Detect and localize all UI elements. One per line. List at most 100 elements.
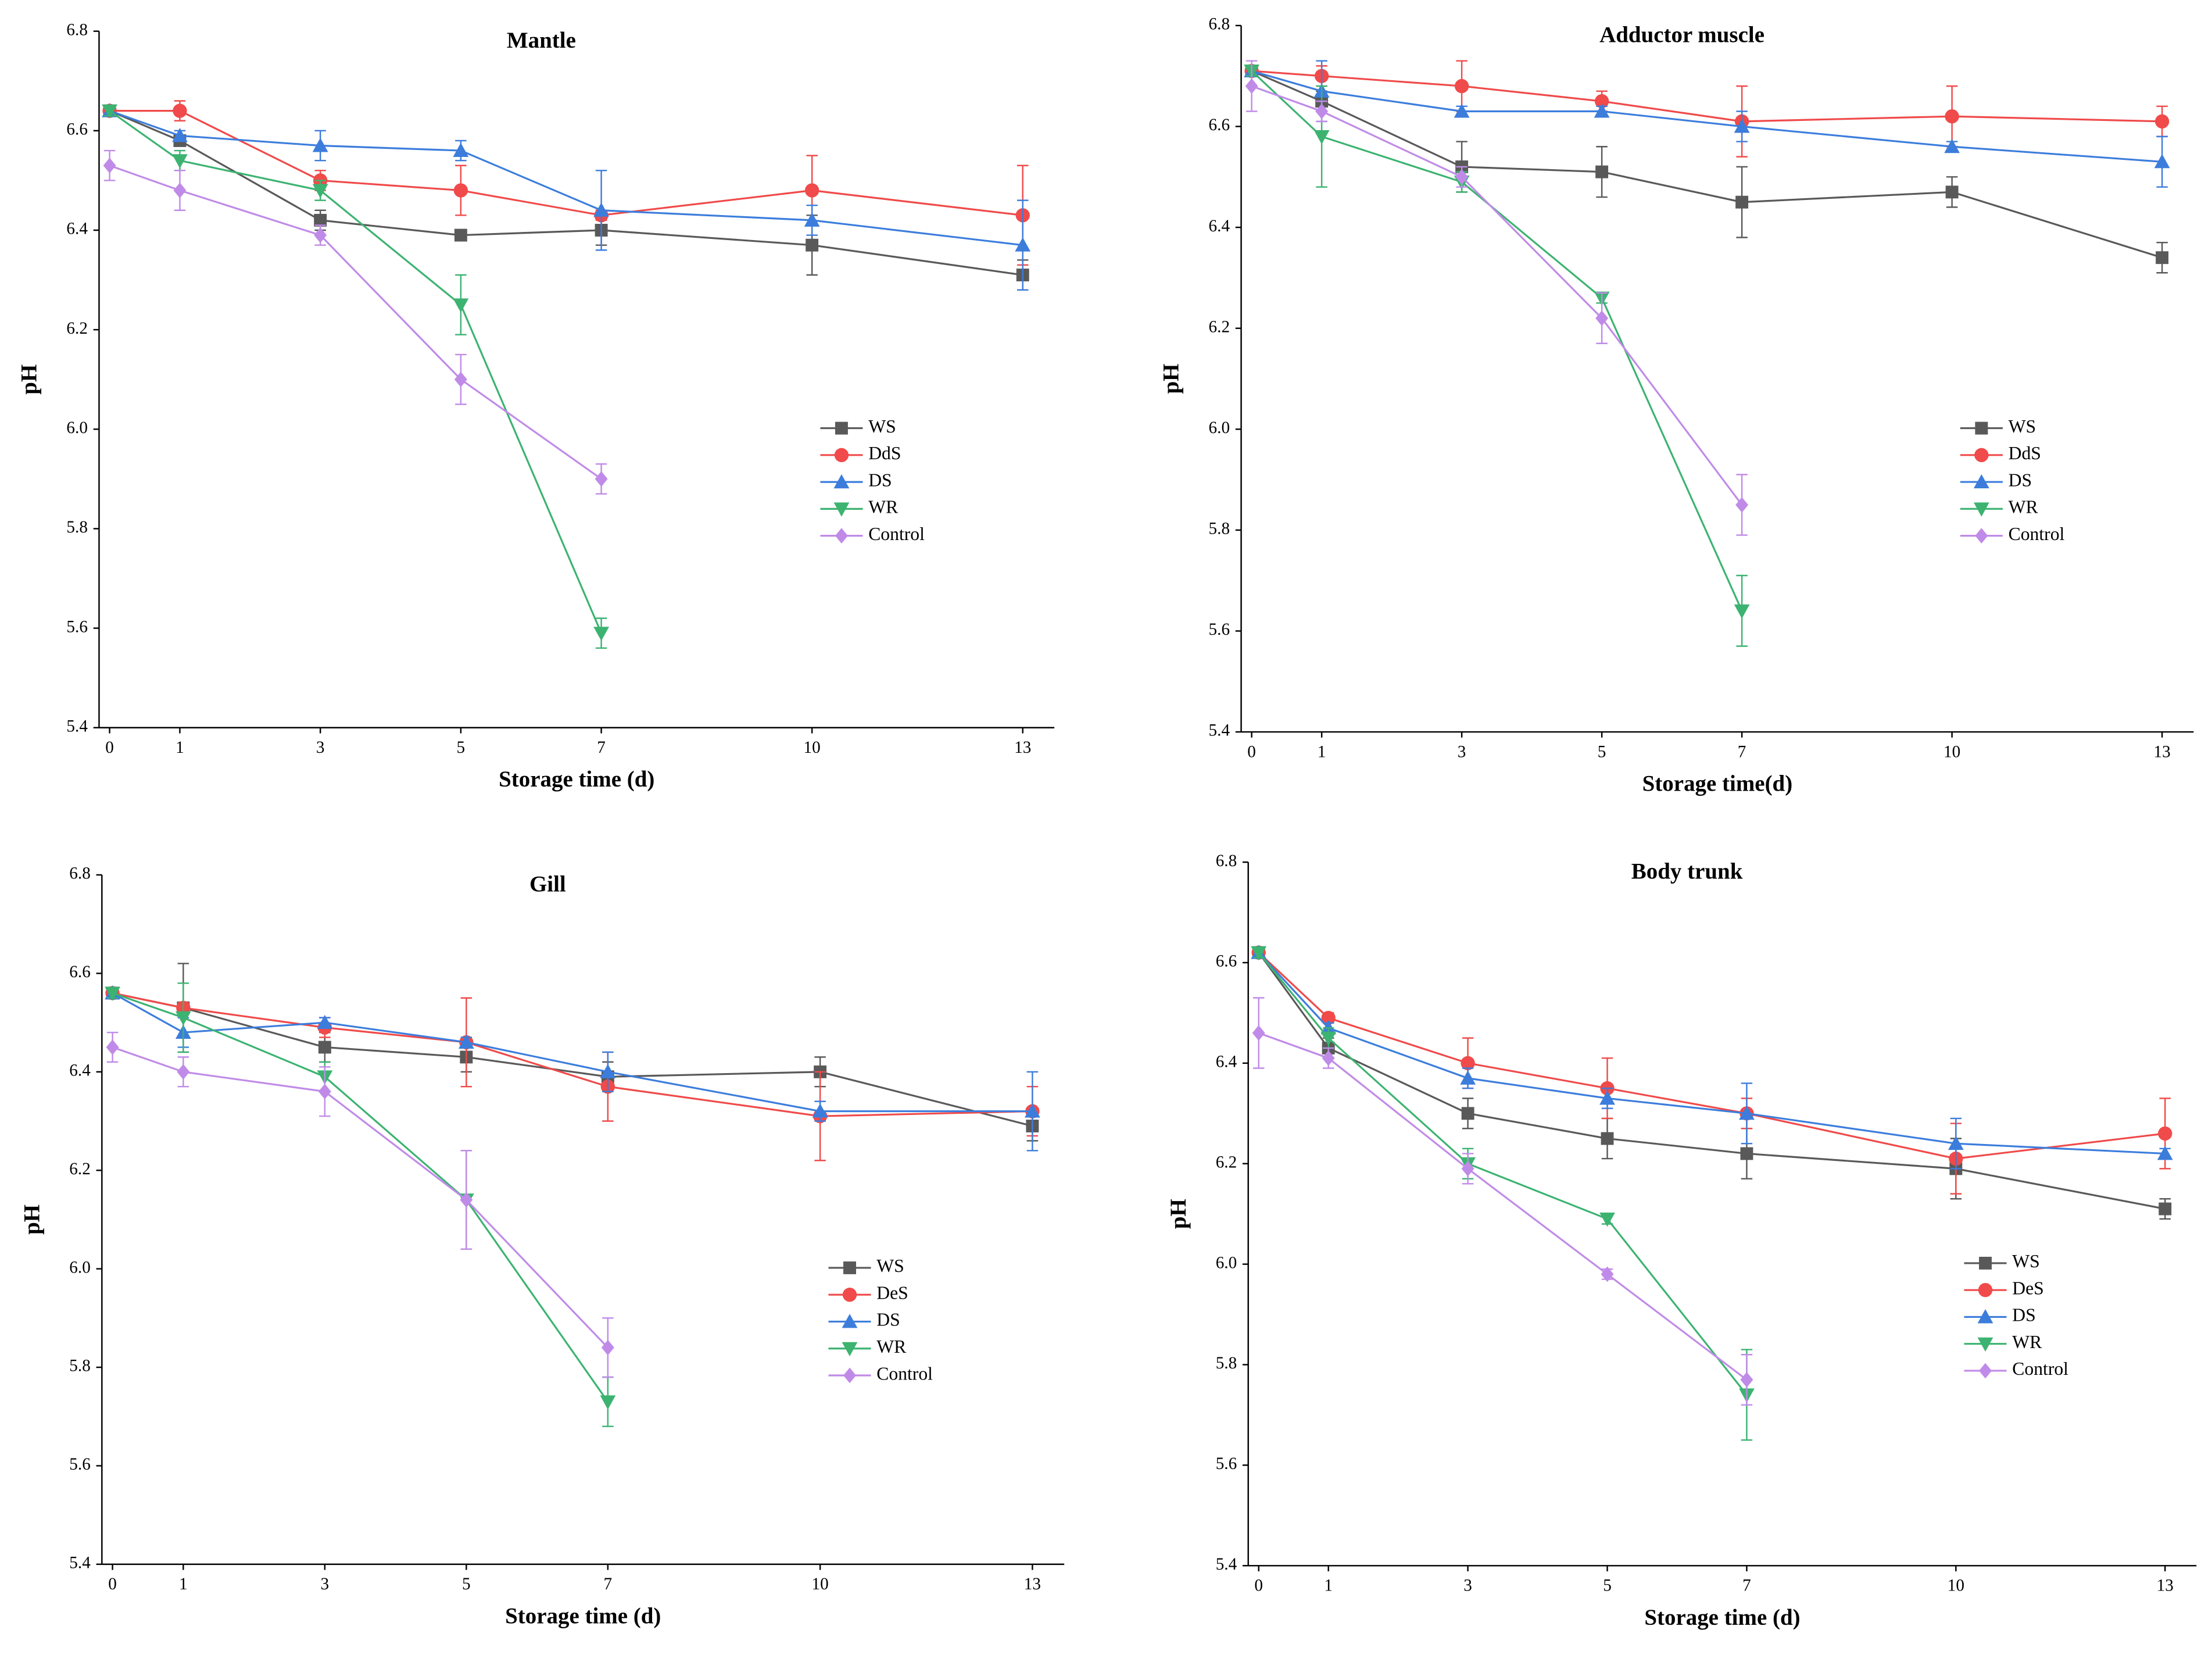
series-line — [1258, 952, 2166, 1160]
series-line — [112, 992, 609, 1403]
legend-marker — [833, 502, 850, 517]
y-tick-label: 6.8 — [1209, 15, 1230, 34]
legend-label: Control — [876, 1363, 933, 1384]
marker — [2157, 1146, 2173, 1160]
marker — [318, 1041, 331, 1054]
marker — [173, 183, 187, 198]
y-tick-label: 5.8 — [1209, 520, 1230, 538]
x-tick-label: 0 — [108, 1575, 117, 1593]
y-tick-label: 6.8 — [69, 864, 91, 883]
marker — [1320, 1031, 1337, 1046]
y-tick-label: 6.4 — [69, 1061, 91, 1080]
marker — [173, 103, 187, 118]
marker — [1739, 1105, 1755, 1120]
marker — [1461, 1107, 1474, 1120]
y-tick-label: 5.6 — [66, 617, 88, 636]
x-tick-label: 5 — [1598, 742, 1606, 761]
marker — [103, 158, 116, 174]
x-tick-label: 1 — [179, 1575, 188, 1593]
marker — [460, 1192, 473, 1208]
legend-label: WR — [868, 497, 899, 517]
marker — [312, 184, 328, 198]
panel: 5.45.65.86.06.26.46.66.80 1 3 5 7 10 13Adducto… — [1159, 15, 2194, 796]
y-tick-label: 5.4 — [66, 717, 88, 735]
y-tick-label: 6.0 — [66, 419, 88, 437]
legend-marker — [1979, 1256, 1992, 1270]
marker — [314, 227, 327, 243]
x-axis-label: Storage time(d) — [1642, 771, 1793, 796]
panel: 5.45.65.86.06.26.46.66.80 1 3 5 7 10 13MantleS… — [17, 20, 1055, 792]
marker — [1454, 103, 1470, 118]
legend-label: DS — [2012, 1305, 2035, 1325]
chart-title: Gill — [529, 871, 566, 896]
legend-label: DS — [876, 1310, 900, 1330]
marker — [1252, 1025, 1265, 1041]
y-tick-label: 6.6 — [66, 120, 88, 139]
marker — [312, 138, 328, 152]
legend-marker — [1975, 528, 1988, 544]
y-tick-label: 6.4 — [66, 220, 88, 238]
marker — [1734, 119, 1750, 133]
marker — [2159, 1202, 2172, 1216]
legend-label: WR — [876, 1336, 907, 1357]
x-tick-label: 5 — [462, 1575, 471, 1593]
marker — [1251, 946, 1267, 961]
legend-label: Control — [868, 524, 925, 544]
legend-label: DS — [2009, 470, 2032, 490]
x-tick-label: 3 — [1458, 742, 1466, 761]
marker — [1454, 78, 1469, 94]
legend-label: Control — [2012, 1359, 2068, 1379]
x-tick-label: 1 — [1324, 1577, 1333, 1595]
legend-label: DdS — [868, 443, 901, 463]
marker — [175, 1011, 191, 1026]
marker — [1461, 1056, 1475, 1071]
marker — [2154, 153, 2170, 169]
marker — [593, 202, 609, 217]
y-tick-label: 5.4 — [1216, 1555, 1237, 1574]
legend-marker — [1973, 502, 1989, 517]
legend-marker — [1974, 448, 1989, 462]
legend-marker — [1973, 474, 1989, 489]
y-tick-label: 6.4 — [1216, 1053, 1237, 1071]
marker — [453, 183, 468, 198]
marker — [1460, 1070, 1476, 1085]
y-tick-label: 6.0 — [1209, 419, 1230, 437]
y-axis-label: pH — [17, 364, 42, 395]
series-line — [1251, 70, 1743, 612]
x-tick-label: 7 — [1742, 1577, 1751, 1595]
legend-marker — [1978, 1282, 1993, 1298]
marker — [1321, 1010, 1336, 1025]
x-axis-label: Storage time (d) — [505, 1603, 661, 1628]
x-tick-label: 5 — [457, 738, 466, 757]
y-tick-label: 6.0 — [69, 1258, 91, 1277]
y-tick-label: 6.8 — [1216, 852, 1237, 870]
marker — [1945, 109, 1959, 124]
series-line — [112, 992, 1033, 1127]
marker — [1740, 1147, 1753, 1160]
y-tick-label: 6.0 — [1216, 1253, 1237, 1272]
marker — [172, 128, 188, 142]
marker — [1734, 604, 1750, 619]
x-tick-label: 5 — [1603, 1577, 1612, 1595]
legend-marker — [835, 421, 848, 435]
y-tick-label: 5.6 — [1216, 1454, 1237, 1473]
x-tick-label: 3 — [321, 1575, 330, 1593]
marker — [804, 212, 820, 227]
series-line — [112, 992, 1033, 1117]
x-tick-label: 10 — [1943, 742, 1960, 761]
marker — [1944, 138, 1960, 153]
legend-marker — [835, 528, 848, 544]
marker — [1315, 103, 1329, 119]
marker — [1015, 237, 1031, 252]
marker — [177, 1064, 190, 1080]
series-line — [1258, 952, 2166, 1210]
legend-label: DeS — [2012, 1278, 2044, 1298]
x-tick-label: 3 — [316, 738, 325, 757]
legend-marker — [842, 1342, 858, 1357]
series-line — [112, 1046, 609, 1349]
marker — [1945, 185, 1959, 199]
y-tick-label: 6.6 — [1216, 952, 1237, 971]
